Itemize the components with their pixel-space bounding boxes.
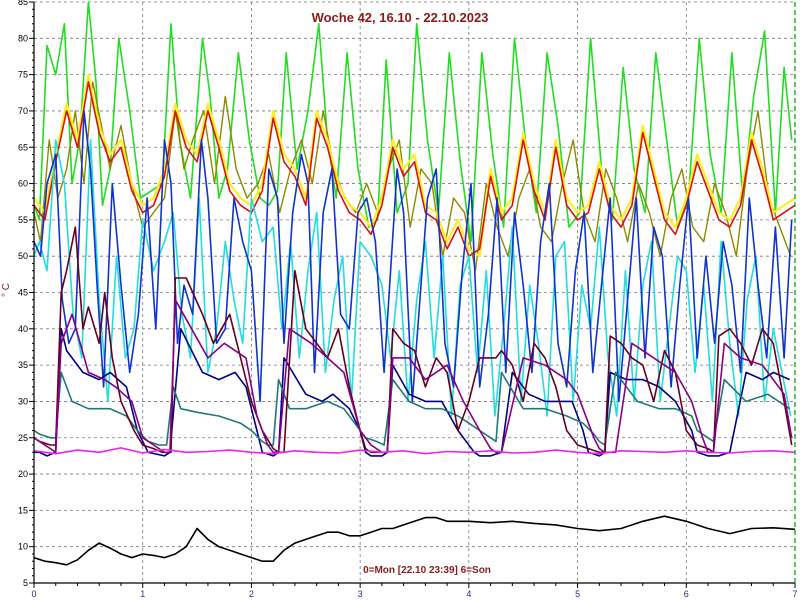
y-tick-label: 75 bbox=[18, 70, 28, 80]
y-tick-label: 20 bbox=[18, 469, 28, 479]
x-tick-label: 0 bbox=[31, 589, 36, 599]
y-tick-label: 85 bbox=[18, 0, 28, 7]
y-tick-label: 60 bbox=[18, 179, 28, 189]
y-tick-label: 25 bbox=[18, 433, 28, 443]
x-tick-label: 5 bbox=[575, 589, 580, 599]
y-tick-label: 35 bbox=[18, 360, 28, 370]
series-line-11 bbox=[33, 447, 796, 455]
chart-title: Woche 42, 16.10 - 22.10.2023 bbox=[312, 10, 489, 25]
series-line-12 bbox=[33, 515, 796, 566]
y-axis-label: ° C bbox=[1, 283, 12, 297]
chart-footer: 0=Mon [22.10 23:39] 6=Son bbox=[363, 565, 491, 576]
y-tick-label: 70 bbox=[18, 106, 28, 116]
y-tick-label: 5 bbox=[23, 578, 28, 588]
x-tick-label: 7 bbox=[792, 589, 797, 599]
x-tick-label: 2 bbox=[249, 589, 254, 599]
y-tick-label: 30 bbox=[18, 396, 28, 406]
series-line-1 bbox=[33, 1, 793, 243]
series-lines bbox=[33, 1, 796, 566]
y-tick-label: 55 bbox=[18, 215, 28, 225]
y-tick-label: 10 bbox=[18, 542, 28, 552]
x-tick-labels: 0 1 2 3 4 5 6 7 bbox=[31, 589, 797, 599]
axes bbox=[29, 1, 796, 588]
grid-lines bbox=[34, 1, 795, 583]
series-line-6 bbox=[33, 110, 793, 403]
series-line-4 bbox=[33, 81, 796, 258]
y-tick-label: 50 bbox=[18, 251, 28, 261]
x-tick-label: 3 bbox=[358, 589, 363, 599]
y-tick-label: 65 bbox=[18, 142, 28, 152]
y-tick-labels: 5 10 15 20 25 30 35 40 45 50 55 60 65 70 75 80 85 bbox=[18, 0, 28, 588]
series-line-3 bbox=[33, 73, 796, 258]
y-tick-label: 40 bbox=[18, 324, 28, 334]
y-tick-label: 15 bbox=[18, 505, 28, 515]
x-tick-label: 1 bbox=[140, 589, 145, 599]
series-line-9 bbox=[33, 226, 793, 454]
y-tick-label: 80 bbox=[18, 33, 28, 43]
x-tick-label: 6 bbox=[684, 589, 689, 599]
y-tick-label: 45 bbox=[18, 288, 28, 298]
x-tick-label: 4 bbox=[466, 589, 471, 599]
